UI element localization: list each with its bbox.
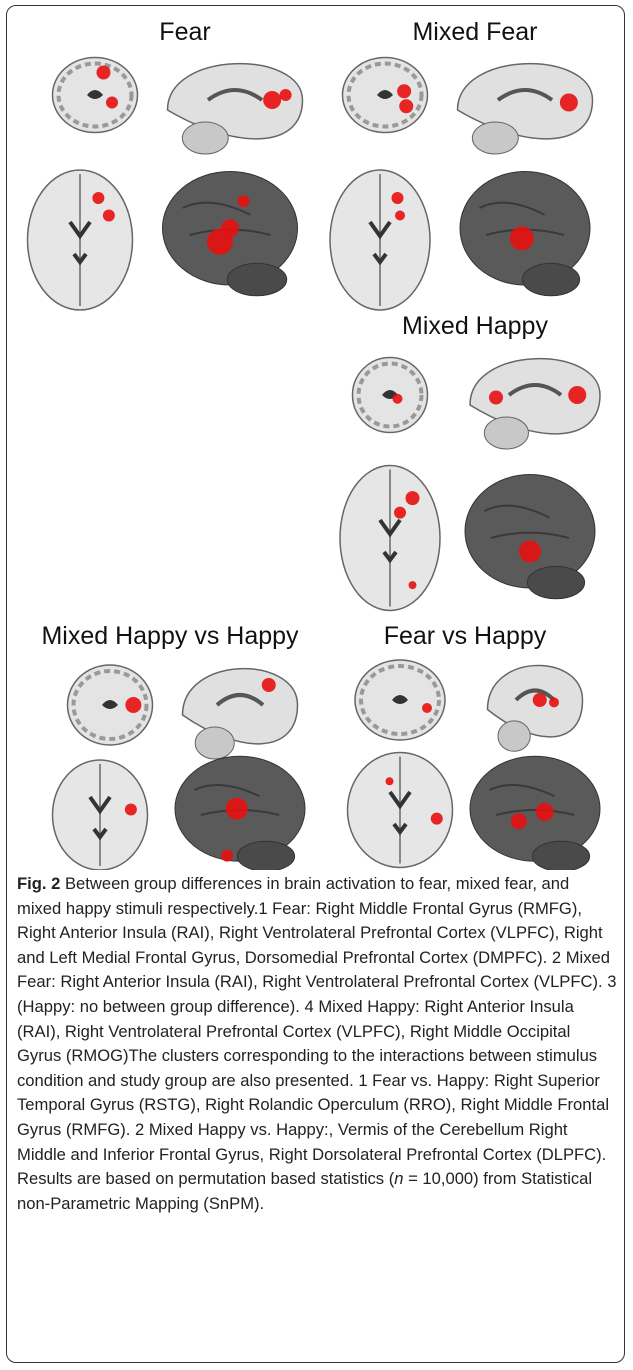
activation	[559, 93, 578, 112]
cerebellum	[181, 121, 229, 155]
activation	[92, 192, 105, 204]
gray-matter	[71, 669, 149, 741]
corpus-callosum	[507, 383, 563, 397]
activation	[221, 849, 233, 862]
activation	[532, 693, 547, 707]
cerebellum	[483, 416, 529, 450]
gray-matter	[346, 61, 424, 129]
activation	[509, 226, 534, 251]
ventricles	[377, 90, 393, 99]
figure-frame	[6, 5, 625, 1363]
panel-title: Fear	[159, 18, 211, 46]
cerebellum-3d	[226, 262, 288, 297]
ventricles	[388, 790, 412, 836]
activation	[263, 91, 282, 109]
activation	[394, 506, 406, 519]
panel-title: Mixed Happy vs Happy	[41, 622, 299, 650]
activation	[489, 390, 503, 405]
activation	[279, 89, 292, 101]
activation	[510, 813, 527, 830]
caption-label: Fig. 2	[17, 874, 61, 893]
caption-italic: n	[394, 1169, 404, 1189]
cerebellum-3d	[531, 840, 591, 870]
panel-title: Fear vs Happy	[383, 622, 547, 650]
activation	[535, 802, 554, 821]
activation	[397, 84, 412, 99]
cerebellum-3d	[526, 565, 586, 600]
sagittal-slice	[469, 358, 601, 435]
panel-title: Mixed Happy	[402, 312, 548, 340]
activation	[568, 386, 587, 404]
activation	[237, 195, 250, 208]
corpus-callosum	[514, 688, 556, 702]
activation	[395, 210, 405, 221]
gray-matter	[359, 664, 441, 736]
activation	[106, 96, 118, 109]
activation	[391, 192, 404, 204]
sagittal-slice	[456, 63, 594, 140]
ventricles	[102, 700, 118, 709]
ventricles	[368, 220, 392, 266]
sulci	[489, 784, 575, 816]
corpus-callosum	[215, 693, 265, 707]
caption: Fig. 2 Between group differences in brai…	[17, 872, 617, 1216]
activation	[385, 777, 394, 786]
cerebellum-3d	[521, 262, 581, 297]
activation	[102, 209, 115, 222]
activation	[225, 797, 248, 820]
activation	[422, 703, 432, 713]
ventricles	[68, 220, 92, 266]
activation	[519, 540, 541, 563]
ventricles	[87, 90, 103, 99]
corpus-callosum	[206, 88, 264, 102]
sagittal-slice	[166, 63, 304, 140]
activation	[549, 697, 559, 708]
caption-text: Between group differences in brain activ…	[17, 874, 617, 1189]
ventricles	[378, 518, 402, 564]
activation	[125, 697, 142, 713]
activation	[392, 393, 403, 404]
activation	[408, 581, 417, 590]
cerebellum	[497, 720, 531, 752]
sulci	[484, 504, 570, 539]
activation	[399, 99, 414, 114]
cerebellum	[194, 726, 235, 760]
gray-matter	[56, 61, 134, 129]
cerebellum	[471, 121, 519, 155]
caption-text: = 10,000) from Statistical non-Parametri…	[17, 1169, 593, 1213]
cerebellum-3d	[236, 840, 296, 870]
activation	[430, 812, 443, 825]
ventricles	[88, 795, 112, 841]
activation	[96, 65, 111, 80]
corpus-callosum	[496, 88, 554, 102]
activation	[221, 219, 239, 238]
activation	[405, 491, 420, 506]
ventricles	[392, 695, 408, 704]
activation	[261, 678, 276, 692]
gray-matter	[356, 361, 424, 429]
activation	[124, 803, 137, 816]
panel-title: Mixed Fear	[412, 18, 538, 46]
brain-images	[26, 56, 601, 870]
